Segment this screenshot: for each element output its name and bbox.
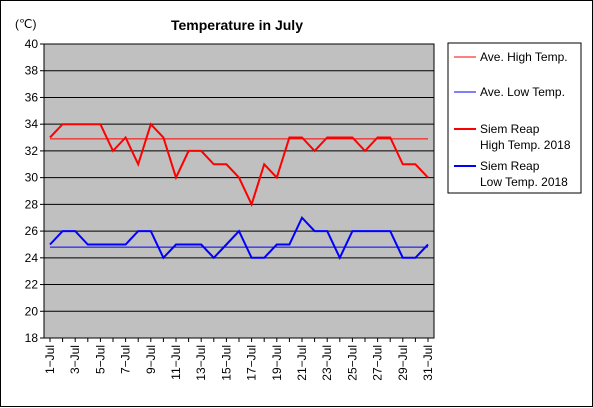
y-tick-label: 36 — [25, 90, 39, 104]
x-tick-label: 17−Jul — [245, 345, 259, 381]
y-tick-label: 32 — [25, 144, 39, 158]
x-tick-label: 15−Jul — [219, 345, 233, 381]
x-tick-label: 5−Jul — [93, 345, 107, 374]
x-tick-label: 13−Jul — [194, 345, 208, 381]
x-tick-label: 19−Jul — [270, 345, 284, 381]
y-tick-label: 20 — [25, 304, 39, 318]
x-tick-label: 3−Jul — [68, 345, 82, 374]
legend-label: Siem Reap High Temp. 2018 — [480, 122, 571, 152]
x-tick-label: 11−Jul — [169, 345, 183, 380]
x-tick-label: 23−Jul — [320, 345, 334, 381]
x-tick-label: 21−Jul — [295, 345, 309, 381]
y-tick-label: 26 — [25, 224, 39, 238]
legend-box — [447, 42, 582, 194]
x-tick-label: 31−Jul — [421, 345, 435, 381]
chart-title: Temperature in July — [171, 17, 303, 33]
x-tick-label: 27−Jul — [371, 345, 385, 381]
x-tick-label: 9−Jul — [144, 345, 158, 374]
series-line-3 — [49, 122, 429, 208]
y-axis-unit-label: (℃) — [15, 17, 36, 31]
y-tick-label: 24 — [25, 251, 39, 265]
x-tick-label: 7−Jul — [119, 345, 133, 374]
legend-label: Siem Reap Low Temp. 2018 — [480, 159, 568, 189]
y-tick-label: 18 — [25, 331, 39, 345]
y-tick-label: 40 — [25, 37, 39, 51]
x-tick-label: 1−Jul — [43, 345, 57, 374]
y-tick-label: 38 — [25, 64, 39, 78]
x-tick-label: 25−Jul — [345, 345, 359, 381]
legend-label: Ave. High Temp. — [480, 50, 568, 64]
plot-area — [43, 43, 435, 339]
y-tick-label: 34 — [25, 117, 39, 131]
legend: Ave. High Temp. Ave. Low Temp. Siem Reap Hi… — [447, 42, 582, 194]
x-tick-label: 29−Jul — [396, 345, 410, 381]
legend-label: Ave. Low Temp. — [480, 85, 565, 99]
y-tick-label: 30 — [25, 171, 39, 185]
y-tick-label: 28 — [25, 197, 39, 211]
series-line-4 — [49, 215, 429, 261]
y-tick-label: 22 — [25, 278, 39, 292]
